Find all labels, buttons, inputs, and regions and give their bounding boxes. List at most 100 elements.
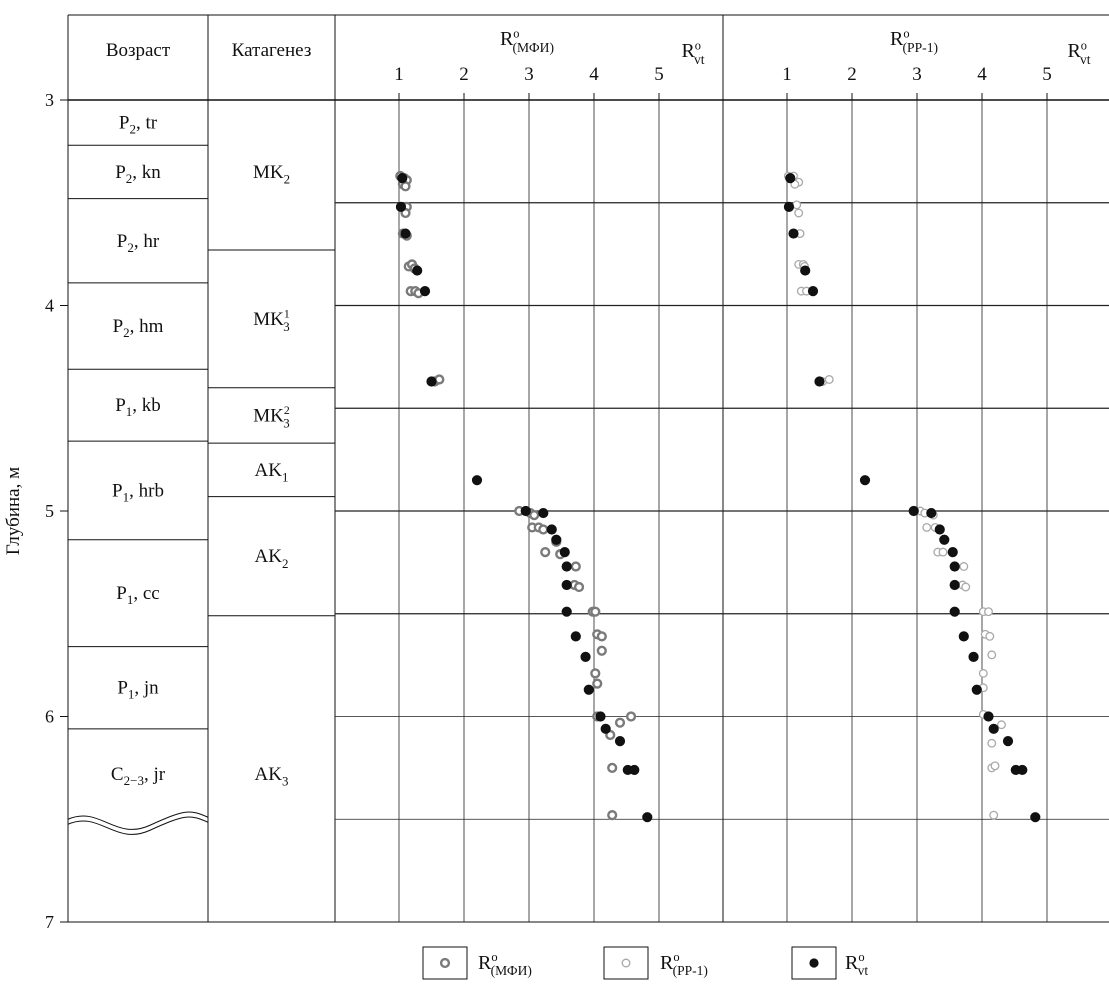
- x-tick-label-3: 3: [912, 64, 922, 85]
- y-axis-label: Глубина, м: [3, 467, 24, 555]
- age-column-header: Возраст: [106, 40, 171, 61]
- age-unit-label: P2, hm: [113, 316, 164, 340]
- point-vt: [397, 172, 408, 184]
- point-vt: [561, 561, 572, 572]
- chart-panel-pp1: 1 2 3 4 5: [723, 64, 1109, 922]
- point-pp1: [978, 668, 988, 678]
- x-tick-label-2: 2: [459, 64, 469, 85]
- point-vt: [629, 764, 640, 776]
- y-tick-label-6: 6: [45, 707, 54, 727]
- x-tick-label-1: 1: [782, 64, 792, 85]
- panel-title-pp1: Ro (PP-1): [890, 26, 938, 55]
- point-vt: [570, 631, 581, 642]
- point-vt: [561, 606, 572, 617]
- point-vt: [949, 561, 960, 572]
- legend-item-vt: Ro vt: [791, 946, 868, 980]
- point-pp1: [997, 720, 1006, 730]
- point-vt: [814, 376, 825, 387]
- point-vt: [600, 723, 611, 734]
- point-vt: [538, 507, 549, 519]
- catagenesis-zone-label: AK1: [255, 460, 289, 485]
- age-unit-label: P2, hr: [117, 231, 160, 255]
- point-mfi: [596, 631, 607, 642]
- catagenesis-zone-label: MK1 3: [253, 307, 290, 334]
- point-mfi: [607, 762, 618, 773]
- point-vt: [983, 711, 994, 722]
- legend-marker-pp1: [621, 958, 631, 968]
- point-pp1: [824, 375, 834, 384]
- point-vt: [859, 475, 871, 486]
- point-vt: [988, 723, 999, 734]
- x-tick-label-2: 2: [847, 64, 857, 85]
- point-vt: [471, 475, 483, 486]
- point-vt: [1017, 764, 1028, 776]
- point-vt: [419, 286, 431, 297]
- point-mfi: [434, 374, 445, 385]
- point-mfi: [596, 645, 607, 656]
- point-vt: [788, 228, 799, 239]
- point-vt: [520, 505, 531, 517]
- point-mfi: [540, 546, 551, 558]
- point-mfi: [570, 561, 581, 572]
- point-mfi: [529, 510, 540, 521]
- point-vt: [595, 711, 606, 722]
- age-unit-label: P1, hrb: [112, 480, 164, 504]
- point-vt: [412, 265, 423, 276]
- legend-marker-mfi: [439, 957, 451, 969]
- point-vt: [934, 524, 945, 535]
- point-vt: [800, 265, 811, 276]
- point-vt: [939, 534, 950, 545]
- point-mfi: [573, 581, 585, 593]
- x-tick-label-5: 5: [1042, 64, 1052, 85]
- legend-label-vt: Ro vt: [845, 950, 868, 978]
- point-vt: [561, 579, 572, 591]
- point-vt: [947, 547, 958, 558]
- y-tick-label-7: 7: [45, 912, 54, 932]
- chart-panel-mfi: 1 2 3 4 5: [335, 64, 723, 922]
- age-unit-label: P1, kb: [115, 395, 161, 419]
- panel-vt-label-mfi: Ro vt: [681, 38, 704, 66]
- point-mfi: [400, 181, 411, 192]
- catagenesis-zone-label: AK2: [255, 546, 289, 571]
- age-unit-label: P1, cc: [116, 583, 159, 607]
- x-tick-label-5: 5: [654, 64, 664, 85]
- x-tick-label-4: 4: [589, 64, 599, 85]
- legend-marker-vt: [809, 958, 819, 968]
- point-pp1: [984, 607, 993, 617]
- unconformity-line: [67, 816, 209, 835]
- catagenesis-column-header: Катагенез: [232, 40, 312, 61]
- point-vt: [551, 534, 562, 545]
- point-mfi: [625, 711, 637, 722]
- point-mfi: [614, 717, 626, 728]
- point-pp1: [987, 738, 997, 748]
- y-tick-label-3: 3: [45, 90, 54, 110]
- point-vt: [949, 579, 960, 591]
- point-pp1: [959, 562, 969, 571]
- point-pp1: [922, 522, 932, 532]
- x-tick-label-3: 3: [524, 64, 534, 85]
- point-mfi: [538, 524, 549, 535]
- point-mfi: [590, 606, 601, 617]
- point-vt: [968, 651, 979, 663]
- point-vt: [1002, 736, 1014, 747]
- point-vt: [559, 547, 570, 558]
- catagenesis-zone-label: AK3: [255, 764, 289, 789]
- point-vt: [400, 228, 411, 239]
- age-unit-label: C2−3, jr: [111, 764, 166, 788]
- point-vt: [785, 172, 796, 184]
- y-tick-label-5: 5: [45, 501, 54, 521]
- point-pp1: [961, 582, 971, 592]
- legend-label-pp1: Ro (PP-1): [660, 950, 708, 978]
- point-vt: [642, 812, 653, 823]
- point-mfi: [590, 668, 601, 679]
- point-vt: [583, 684, 594, 695]
- point-vt: [614, 736, 626, 747]
- point-vt: [546, 524, 557, 535]
- age-unit-label: P1, jn: [117, 678, 159, 702]
- point-pp1: [792, 200, 802, 210]
- point-vt: [395, 201, 407, 212]
- point-vt: [807, 286, 819, 297]
- age-unit-label: P2, tr: [119, 113, 158, 137]
- point-pp1: [985, 631, 995, 641]
